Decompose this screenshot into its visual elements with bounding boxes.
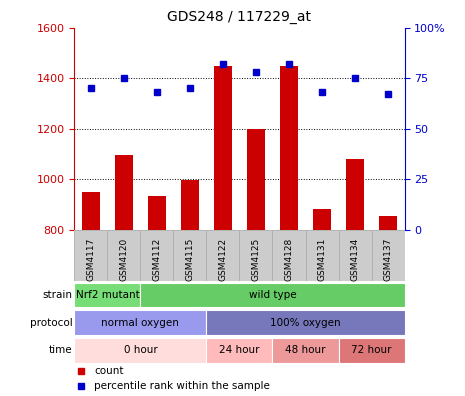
Bar [74,310,206,335]
Text: time: time [49,345,73,356]
Text: 100% oxygen: 100% oxygen [270,318,341,328]
Text: GSM4115: GSM4115 [186,237,194,281]
Bar [272,230,306,281]
Bar [140,283,405,307]
Bar [206,338,272,363]
Text: GSM4137: GSM4137 [384,237,392,281]
Text: 72 hour: 72 hour [351,345,392,356]
Title: GDS248 / 117229_at: GDS248 / 117229_at [167,10,312,24]
Text: GSM4122: GSM4122 [219,237,227,280]
Bar [239,230,272,281]
Bar [74,283,140,307]
Bar [372,230,405,281]
Text: 24 hour: 24 hour [219,345,260,356]
Text: GSM4120: GSM4120 [120,237,128,281]
Text: Nrf2 mutant: Nrf2 mutant [75,290,140,300]
Bar [206,310,405,335]
Text: wild type: wild type [249,290,296,300]
Bar [74,230,107,281]
Text: percentile rank within the sample: percentile rank within the sample [94,381,270,392]
Bar [313,209,331,230]
Text: GSM4134: GSM4134 [351,237,359,281]
Text: GSM4112: GSM4112 [153,237,161,281]
Bar [148,196,166,230]
Text: count: count [94,366,124,376]
Bar [140,230,173,281]
Text: normal oxygen: normal oxygen [101,318,179,328]
Bar [379,216,397,230]
Bar [339,230,372,281]
Bar [214,66,232,230]
Bar [107,230,140,281]
Text: strain: strain [43,290,73,300]
Bar [272,338,339,363]
Text: 48 hour: 48 hour [285,345,326,356]
Bar [247,129,265,230]
Text: GSM4117: GSM4117 [86,237,95,281]
Bar [115,155,133,230]
Text: protocol: protocol [30,318,73,328]
Text: GSM4128: GSM4128 [285,237,293,281]
Text: 0 hour: 0 hour [124,345,157,356]
Bar [280,66,298,230]
Bar [306,230,339,281]
Bar [74,338,206,363]
Bar [173,230,206,281]
Bar [346,159,364,230]
Text: GSM4131: GSM4131 [318,237,326,281]
Text: GSM4125: GSM4125 [252,237,260,281]
Bar [82,192,100,230]
Bar [181,181,199,230]
Bar [206,230,239,281]
Bar [339,338,405,363]
